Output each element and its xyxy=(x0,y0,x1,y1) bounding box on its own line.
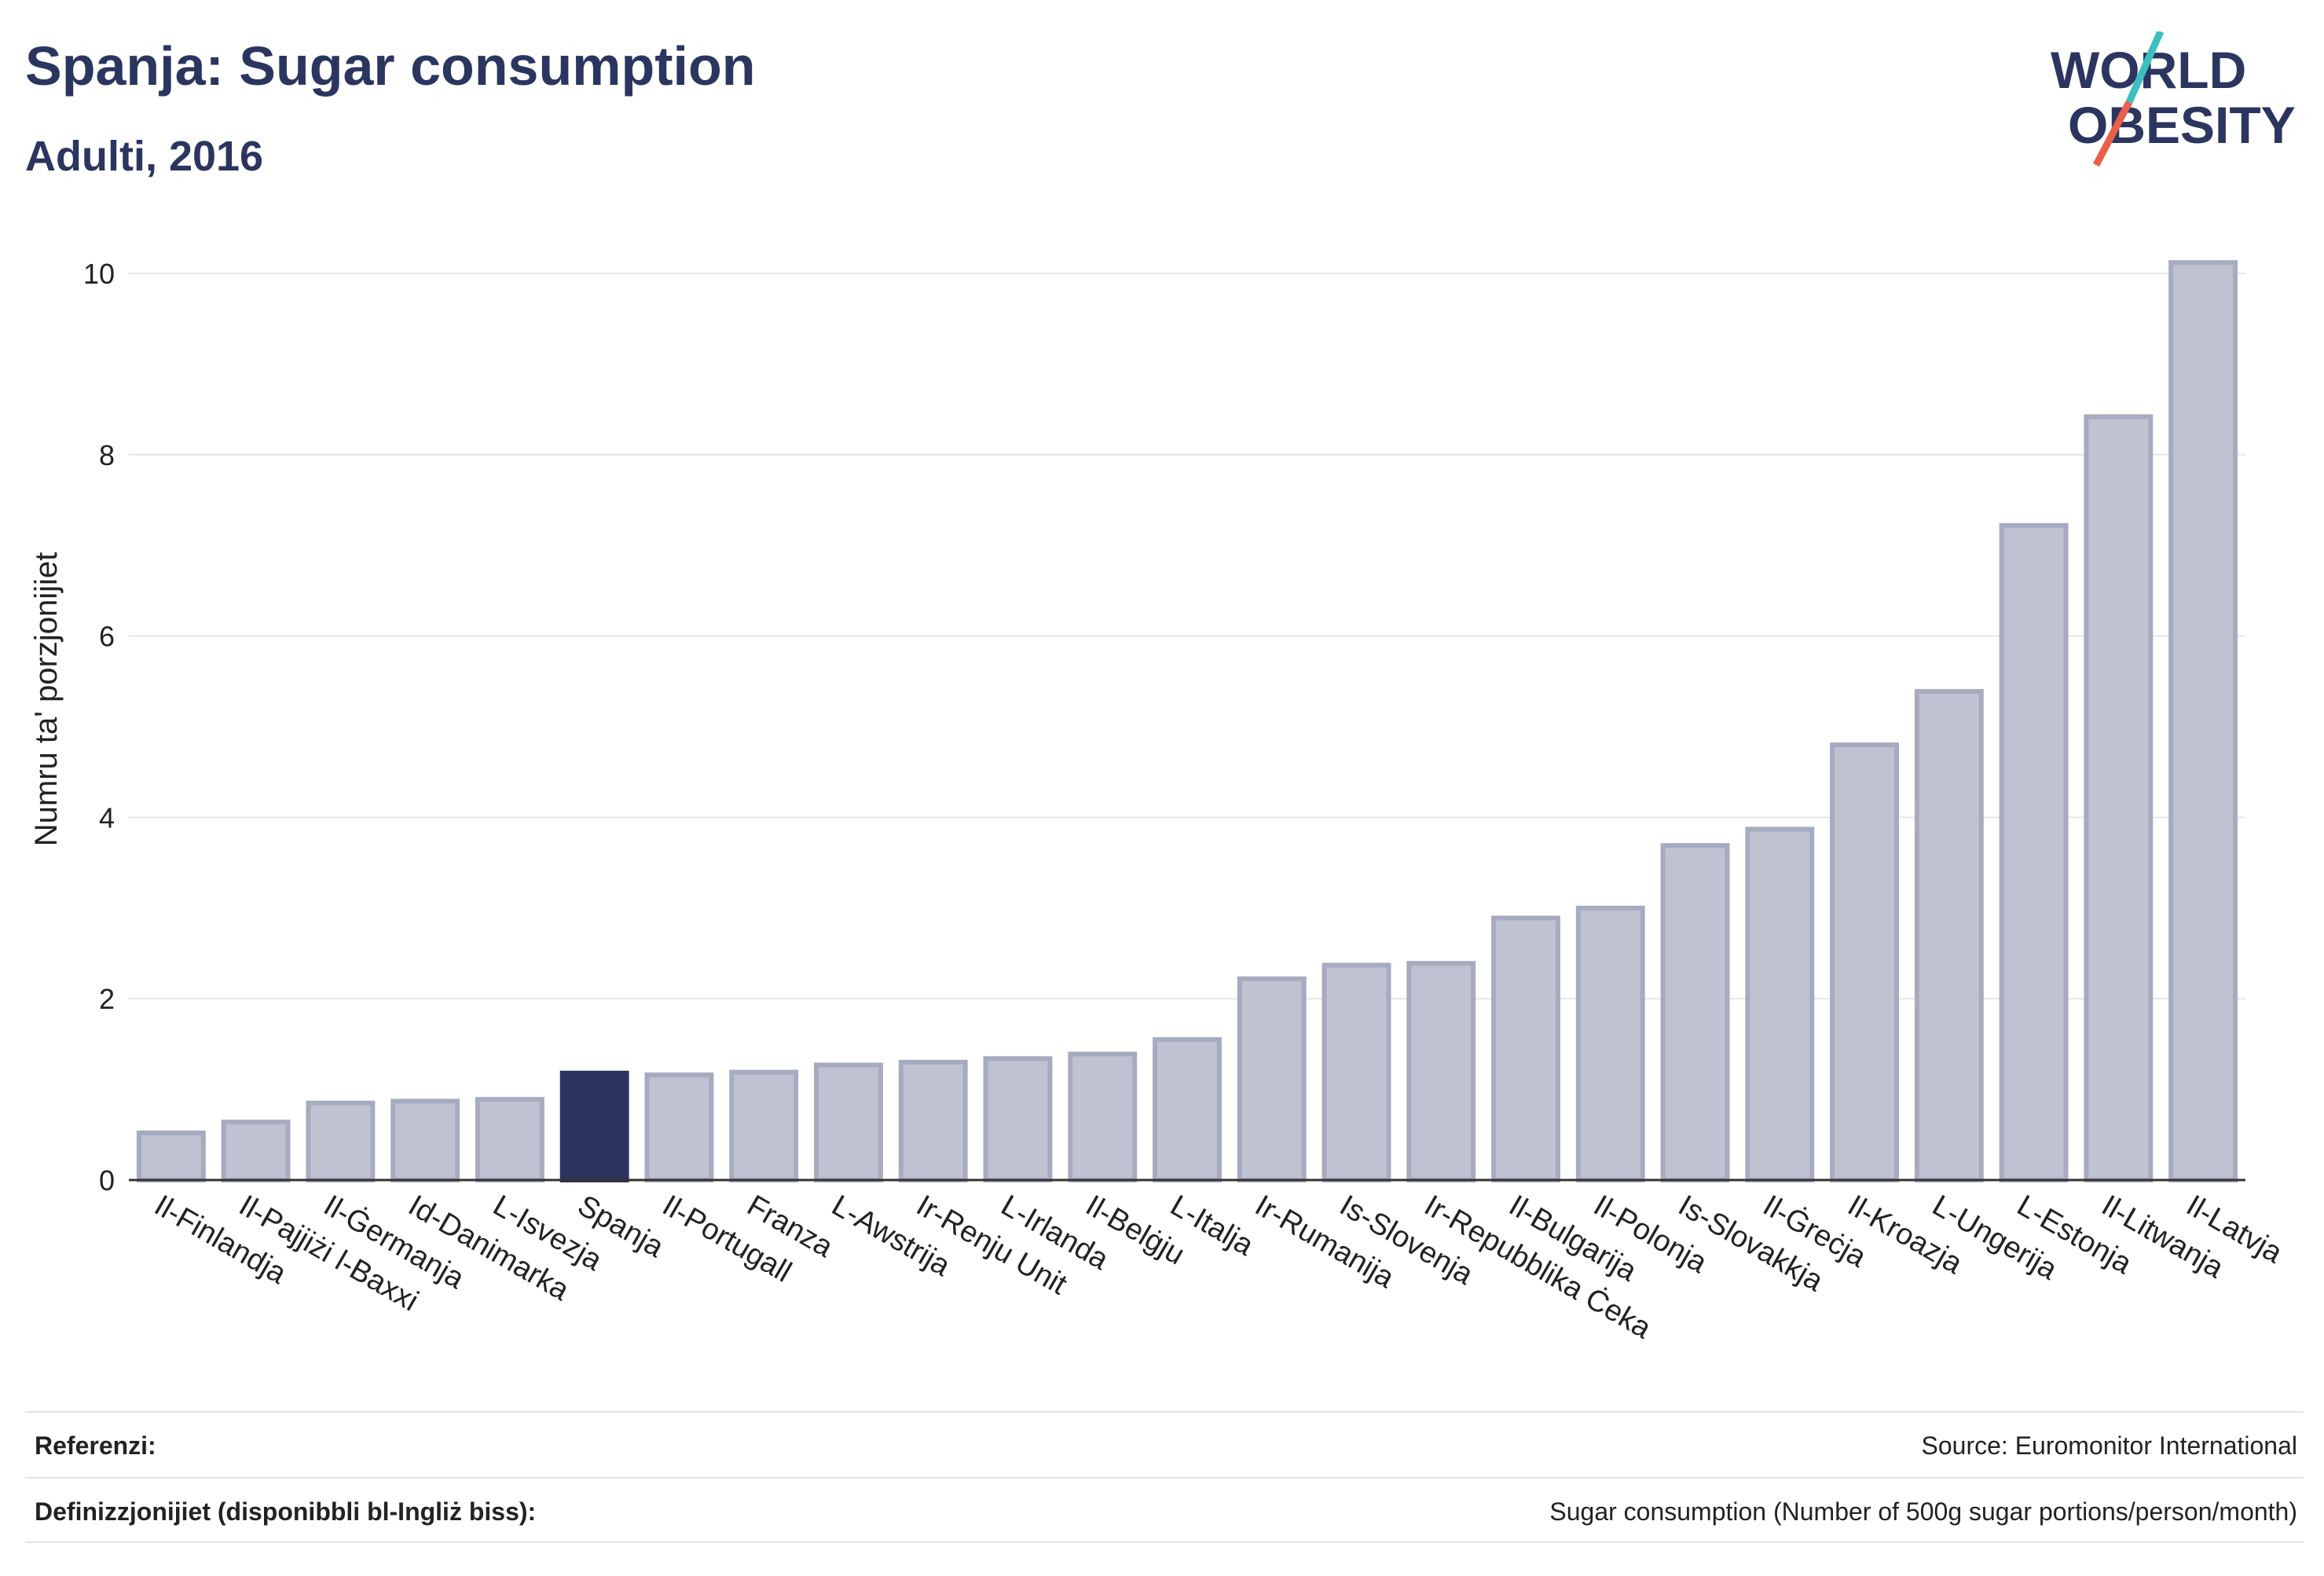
logo-slash-red xyxy=(2093,100,2132,167)
bar-13[interactable] xyxy=(1237,976,1307,1182)
bar-11[interactable] xyxy=(1068,1051,1138,1182)
bar-10[interactable] xyxy=(983,1056,1053,1183)
logo-slash-teal xyxy=(2125,31,2165,104)
y-tick-label: 2 xyxy=(99,983,115,1015)
bar-1[interactable] xyxy=(221,1120,291,1183)
bar-3[interactable] xyxy=(390,1098,460,1183)
references-value: Source: Euromonitor International xyxy=(1921,1431,2297,1460)
references-label: Referenzi: xyxy=(35,1431,156,1460)
bar-5[interactable] xyxy=(559,1070,629,1182)
bar-6[interactable] xyxy=(644,1072,714,1182)
y-tick-label: 8 xyxy=(99,439,115,471)
bar-21[interactable] xyxy=(1914,688,1984,1182)
bar-7[interactable] xyxy=(729,1069,799,1182)
bar-9[interactable] xyxy=(898,1059,968,1182)
chart-title: Spanja: Sugar consumption xyxy=(25,35,756,97)
world-obesity-logo: WORLD OBESITY xyxy=(2051,31,2296,167)
footer-divider-bottom xyxy=(25,1541,2304,1543)
y-axis-label: Numru ta' porzjonijiet xyxy=(29,552,64,846)
y-axis-ticks: 0 2 4 6 8 10 xyxy=(83,258,115,1197)
bar-24[interactable] xyxy=(2168,260,2238,1183)
bar-14[interactable] xyxy=(1321,962,1391,1182)
y-tick-label: 6 xyxy=(99,621,115,653)
bar-17[interactable] xyxy=(1575,905,1645,1183)
bar-12[interactable] xyxy=(1153,1037,1222,1182)
bar-0[interactable] xyxy=(136,1130,206,1182)
bar-23[interactable] xyxy=(2084,414,2154,1182)
footer-divider-middle xyxy=(25,1477,2304,1479)
y-tick-label: 10 xyxy=(83,258,115,290)
bar-2[interactable] xyxy=(306,1100,376,1183)
bar-16[interactable] xyxy=(1491,915,1560,1183)
bars xyxy=(136,260,2238,1183)
bar-22[interactable] xyxy=(1999,522,2069,1182)
bar-4[interactable] xyxy=(475,1097,544,1182)
definitions-label: Definizzjonijiet (disponibbli bl-Ingliż … xyxy=(35,1497,537,1526)
bar-19[interactable] xyxy=(1745,826,1815,1182)
definitions-value: Sugar consumption (Number of 500g sugar … xyxy=(1549,1497,2297,1526)
bar-20[interactable] xyxy=(1830,742,1900,1182)
bar-18[interactable] xyxy=(1660,843,1730,1182)
bar-15[interactable] xyxy=(1406,961,1476,1182)
footer-divider-top xyxy=(25,1411,2304,1413)
bar-8[interactable] xyxy=(814,1062,883,1183)
y-tick-label: 0 xyxy=(99,1164,115,1197)
chart-subtitle: Adulti, 2016 xyxy=(25,133,264,180)
y-tick-label: 4 xyxy=(99,801,115,834)
